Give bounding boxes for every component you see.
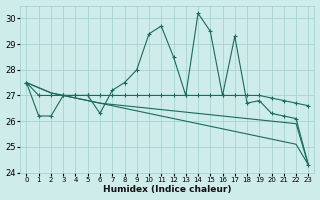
X-axis label: Humidex (Indice chaleur): Humidex (Indice chaleur)	[103, 185, 232, 194]
